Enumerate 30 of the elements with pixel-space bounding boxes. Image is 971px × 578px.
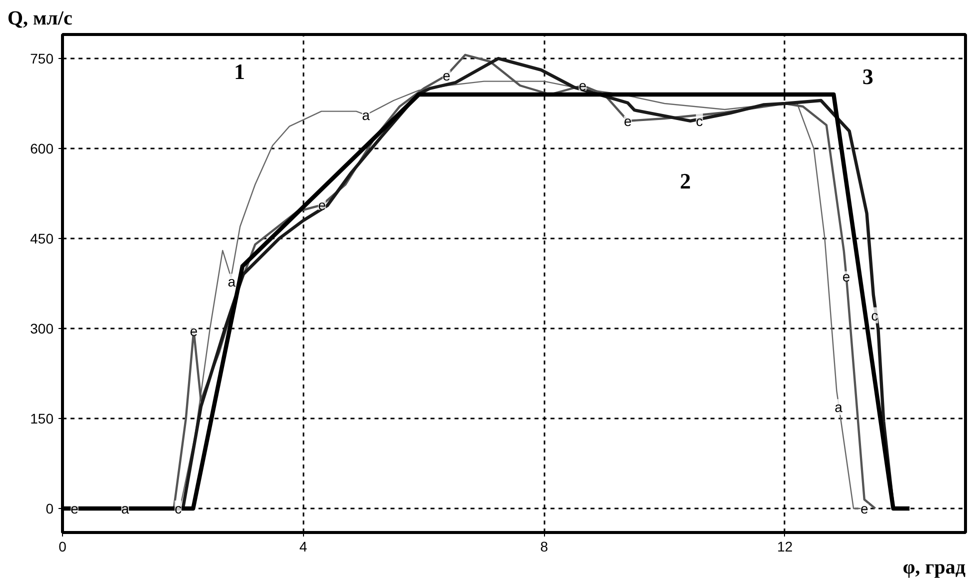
annotation: c xyxy=(174,500,182,516)
x-tick-label: 12 xyxy=(777,538,793,554)
annotation: e xyxy=(442,67,451,84)
annotation: e xyxy=(190,322,198,339)
annotation: e xyxy=(318,196,326,213)
annotation: c xyxy=(696,112,703,129)
y-axis-title: Q, мл/с xyxy=(8,8,72,30)
y-tick-label: 450 xyxy=(30,230,54,246)
x-tick-label: 0 xyxy=(58,538,67,554)
y-tick-label: 300 xyxy=(30,320,54,336)
annotation: 3 xyxy=(862,64,874,89)
y-tick-label: 0 xyxy=(46,500,54,516)
y-tick-label: 600 xyxy=(30,140,54,156)
x-tick-label: 8 xyxy=(540,538,548,554)
x-tick-label: 4 xyxy=(299,538,308,554)
annotation: 2 xyxy=(680,168,691,194)
annotation: e xyxy=(624,112,632,129)
annotation: a xyxy=(362,106,370,123)
annotation: a xyxy=(834,399,843,416)
annotation: c xyxy=(871,307,878,324)
annotation: e xyxy=(842,268,850,284)
x-axis-title: φ, град xyxy=(902,556,966,578)
y-tick-label: 750 xyxy=(30,50,54,66)
annotation: 1 xyxy=(234,58,245,84)
annotation: e xyxy=(860,500,868,516)
annotation: a xyxy=(228,274,236,290)
annotation: e xyxy=(578,78,587,94)
annotation: e xyxy=(70,500,79,516)
annotation: a xyxy=(121,500,130,516)
y-tick-label: 150 xyxy=(30,410,54,426)
